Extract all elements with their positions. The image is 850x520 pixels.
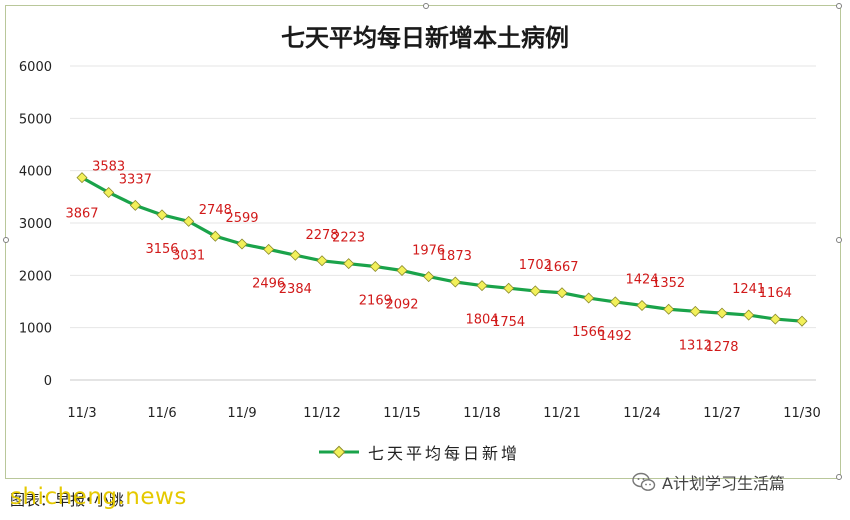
- data-point: [209, 230, 221, 242]
- data-label: 2223: [332, 231, 365, 246]
- data-point: [716, 307, 728, 319]
- data-point: [183, 215, 195, 227]
- data-point: [636, 299, 648, 311]
- legend-swatch: [319, 445, 359, 459]
- y-tick-label: 5000: [19, 112, 52, 127]
- data-label: 2169: [359, 293, 392, 308]
- x-tick-label: 11/21: [543, 406, 580, 421]
- data-label: 1667: [545, 260, 578, 275]
- data-point: [129, 199, 141, 211]
- chart-title: 七天平均每日新增本土病例: [281, 24, 569, 52]
- data-point: [663, 303, 675, 315]
- resize-handle-top[interactable]: [423, 3, 429, 9]
- resize-handle-top-right[interactable]: [836, 3, 842, 9]
- gridlines: [70, 65, 816, 381]
- site-watermark: shicheng.news: [10, 484, 187, 510]
- data-point: [609, 296, 621, 308]
- data-label: 1241: [732, 282, 765, 297]
- data-label: 3156: [145, 242, 178, 257]
- x-tick-label: 11/27: [703, 406, 740, 421]
- data-label: 1976: [412, 244, 445, 259]
- data-point: [423, 271, 435, 283]
- data-label: 3031: [172, 248, 205, 263]
- data-points: [76, 172, 808, 327]
- y-tick-label: 4000: [19, 165, 52, 180]
- data-label: 1873: [439, 249, 472, 264]
- y-tick-label: 3000: [19, 217, 52, 232]
- series-line: [81, 176, 803, 323]
- x-tick-label: 11/12: [303, 406, 340, 421]
- data-label: 2496: [252, 276, 285, 291]
- wechat-icon: [632, 472, 656, 491]
- data-label: 1352: [652, 276, 685, 291]
- data-label: 3583: [92, 159, 125, 174]
- data-point: [289, 249, 301, 261]
- x-tick-label: 11/6: [147, 406, 176, 421]
- data-point: [743, 309, 755, 321]
- data-point: [316, 255, 328, 267]
- data-label: 1424: [625, 272, 658, 287]
- data-point: [476, 280, 488, 292]
- data-point: [583, 292, 595, 304]
- data-label: 1278: [705, 340, 738, 355]
- data-point: [556, 287, 568, 299]
- data-labels: 3867 3337 3031 2599 2384 2223 2092 1873 1754 1667…: [65, 159, 791, 355]
- data-point: [396, 265, 408, 277]
- data-label: 2599: [225, 211, 258, 226]
- x-tick-label: 11/3: [67, 406, 96, 421]
- resize-handle-right[interactable]: [836, 237, 842, 243]
- data-label: 3337: [119, 172, 152, 187]
- resize-handle-bottom-right[interactable]: [836, 474, 842, 480]
- data-point: [76, 172, 88, 184]
- x-axis-ticks: 11/3 11/6 11/9 11/12 11/15 11/18 11/21 11/24 11/…: [67, 406, 820, 421]
- data-label: 3867: [65, 207, 98, 222]
- legend: 七天平均每日新增: [318, 440, 520, 464]
- data-point: [156, 209, 168, 221]
- data-point: [796, 315, 808, 327]
- data-point: [263, 243, 275, 255]
- data-point: [689, 305, 701, 317]
- data-label: 1492: [599, 329, 632, 344]
- data-point: [769, 313, 781, 325]
- legend-label: 七天平均每日新增: [368, 444, 521, 463]
- y-tick-label: 1000: [19, 322, 52, 337]
- data-label: 1754: [492, 315, 525, 330]
- data-label: 2092: [385, 298, 418, 313]
- data-point: [503, 282, 515, 294]
- data-label: 1804: [465, 313, 498, 328]
- data-label: 1312: [679, 338, 712, 353]
- x-tick-label: 11/15: [383, 406, 420, 421]
- x-tick-label: 11/9: [227, 406, 256, 421]
- y-axis-ticks: 0 1000 2000 3000 4000 5000 6000: [19, 60, 52, 389]
- x-tick-label: 11/24: [623, 406, 660, 421]
- data-label: 2278: [305, 228, 338, 243]
- x-tick-label: 11/18: [463, 406, 500, 421]
- data-label: 2748: [199, 203, 232, 218]
- chart-frame: [5, 5, 841, 479]
- chart-credit: 图表：早报•小跳: [10, 491, 124, 509]
- data-label: 1566: [572, 325, 605, 340]
- y-tick-label: 2000: [19, 269, 52, 284]
- resize-handle-left[interactable]: [3, 237, 9, 243]
- brand-label: A计划学习生活篇: [662, 474, 785, 493]
- brand-badge: A计划学习生活篇: [632, 470, 785, 494]
- data-point: [103, 186, 115, 199]
- y-tick-label: 6000: [19, 60, 52, 75]
- data-point: [449, 276, 461, 288]
- data-point: [529, 285, 541, 297]
- data-point: [343, 258, 355, 270]
- data-label: 1702: [519, 258, 552, 273]
- y-tick-label: 0: [44, 374, 52, 389]
- data-point: [236, 238, 248, 250]
- data-label: 1164: [759, 286, 792, 301]
- data-point: [369, 260, 381, 273]
- data-label: 2384: [279, 282, 312, 297]
- x-tick-label: 11/30: [783, 406, 820, 421]
